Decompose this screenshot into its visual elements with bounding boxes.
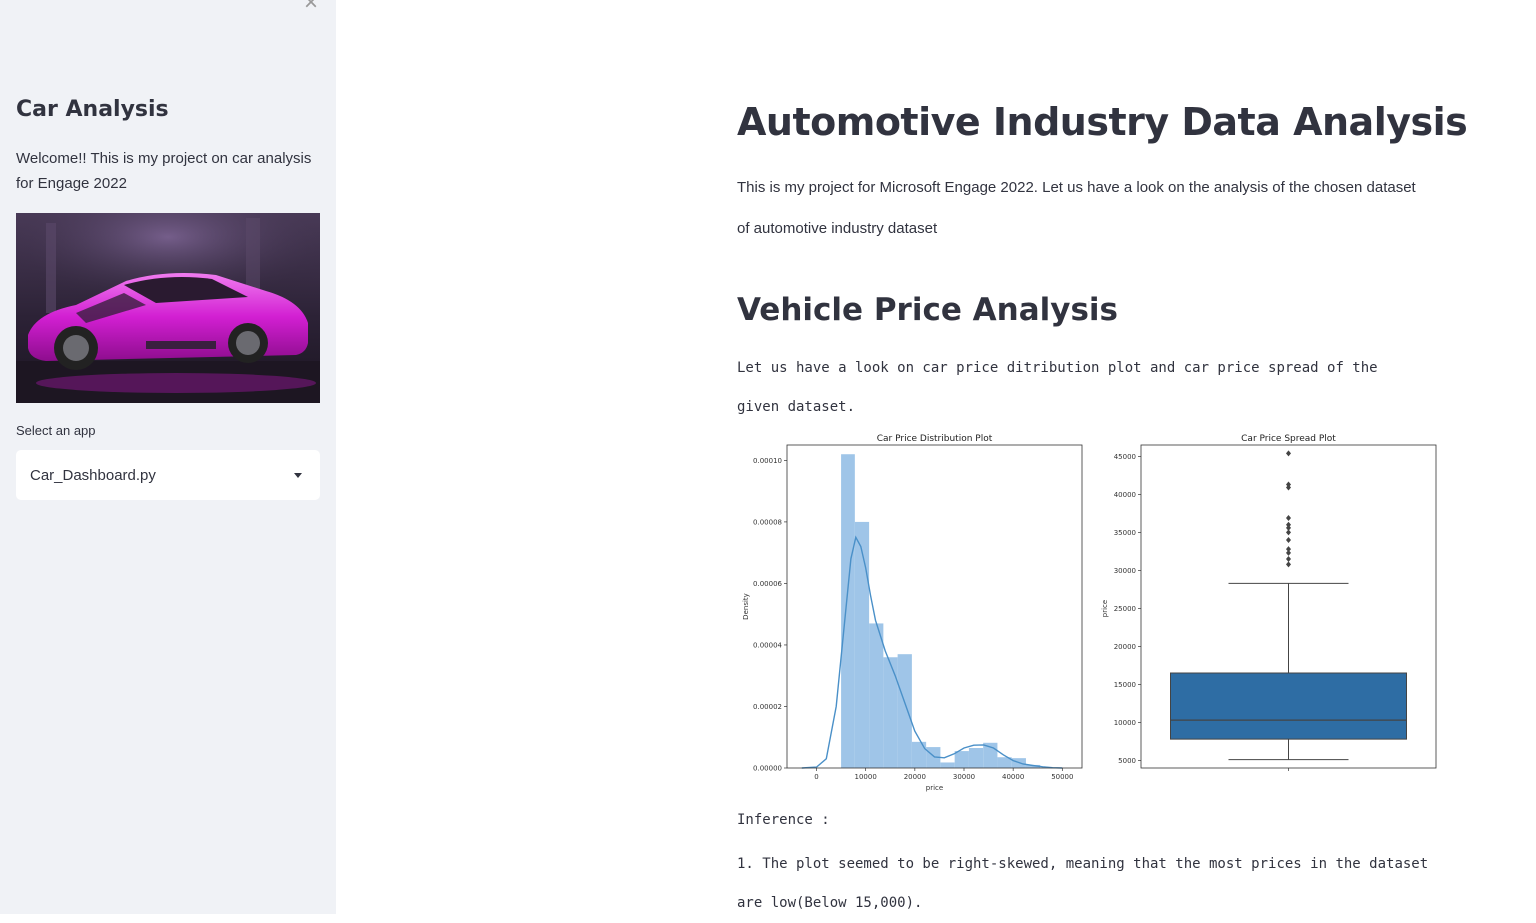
histogram-bar: [911, 741, 927, 768]
y-tick-label: 20000: [1114, 643, 1136, 651]
outlier-point: [1286, 561, 1291, 568]
x-tick-label: 50000: [1051, 773, 1073, 781]
outlier-point: [1286, 524, 1291, 531]
x-axis-label: price: [926, 784, 943, 792]
price-distribution-chart: Car Price Distribution Plot 0.00000 0.0000…: [742, 434, 1083, 792]
y-tick-label: 30000: [1114, 567, 1136, 575]
y-tick-label: 45000: [1114, 453, 1136, 461]
app-select-value: Car_Dashboard.py: [30, 466, 156, 484]
y-tick-label: 5000: [1118, 757, 1136, 765]
y-tick-label: 0.00008: [753, 518, 782, 526]
y-tick-label: 0.00004: [753, 641, 782, 649]
outlier-point: [1286, 450, 1291, 457]
histogram-bar: [997, 757, 1012, 768]
outlier-point: [1286, 481, 1291, 488]
section-title: Vehicle Price Analysis: [737, 292, 1119, 328]
y-tick-label: 25000: [1114, 605, 1136, 613]
y-axis-label: price: [1101, 600, 1109, 617]
y-tick-label: 40000: [1114, 491, 1136, 499]
sidebar: × Car Analysis Welcome!! This is my proj…: [0, 0, 336, 914]
box: [1170, 672, 1407, 740]
sidebar-welcome-text: Welcome!! This is my project on car anal…: [16, 150, 312, 192]
close-icon[interactable]: ×: [303, 0, 318, 16]
outlier-point: [1286, 556, 1291, 562]
chart-title: Car Price Distribution Plot: [877, 434, 993, 444]
histogram-bar: [854, 521, 870, 768]
select-label: Select an app: [16, 423, 96, 438]
x-tick-label: 0: [814, 773, 818, 781]
inference-item-1: 1. The plot seemed to be right-skewed, m…: [737, 856, 1429, 911]
histogram-bar: [897, 654, 912, 768]
chart-title: Car Price Spread Plot: [1241, 434, 1336, 444]
intro-text: This is my project for Microsoft Engage …: [737, 179, 1416, 237]
y-tick-label: 0.00010: [753, 457, 782, 465]
x-tick-label: 40000: [1002, 773, 1024, 781]
kde-line: [801, 535, 1063, 769]
outlier-point: [1286, 514, 1291, 521]
histogram-bar: [954, 751, 969, 768]
inference-label: Inference :: [737, 812, 830, 828]
section-text: Let us have a look on car price ditribut…: [737, 360, 1378, 415]
x-tick-label: 20000: [904, 773, 926, 781]
price-spread-chart: Car Price Spread Plot 5000 10000 15000 20000…: [1101, 434, 1437, 771]
y-axis-label: Density: [742, 593, 750, 620]
plot-frame: [786, 444, 1083, 769]
page-title: Automotive Industry Data Analysis: [737, 100, 1468, 144]
car-image: [16, 213, 320, 403]
outlier-point: [1286, 521, 1291, 528]
histogram-bar: [1025, 764, 1041, 768]
y-tick-label: 0.00006: [753, 580, 782, 588]
outlier-point: [1286, 537, 1291, 543]
histogram-bar: [841, 454, 855, 768]
sidebar-title: Car Analysis: [16, 97, 169, 122]
outlier-point: [1286, 484, 1291, 491]
x-tick-label: 30000: [953, 773, 975, 781]
outlier-point: [1286, 549, 1291, 556]
outlier-point: [1286, 546, 1291, 553]
y-tick-label: 15000: [1114, 681, 1136, 689]
y-tick-label: 35000: [1114, 529, 1136, 537]
y-tick-label: 0.00000: [753, 765, 782, 773]
app-select[interactable]: Car_Dashboard.py: [16, 450, 320, 500]
histogram-bar: [869, 623, 884, 768]
outlier-point: [1286, 529, 1291, 536]
y-tick-label: 10000: [1114, 719, 1136, 727]
y-tick-label: 0.00002: [753, 703, 782, 711]
chevron-down-icon: [294, 472, 302, 478]
x-tick-label: 10000: [855, 773, 877, 781]
histogram-bar: [940, 762, 955, 768]
histogram-bar: [883, 657, 898, 768]
histogram-bar: [968, 748, 984, 768]
